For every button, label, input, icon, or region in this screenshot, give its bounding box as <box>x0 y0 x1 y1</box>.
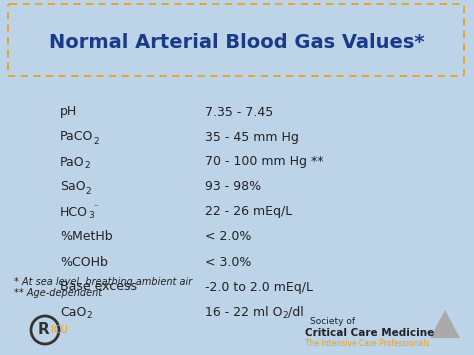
Text: -2.0 to 2.0 mEq/L: -2.0 to 2.0 mEq/L <box>205 280 313 294</box>
Text: pH: pH <box>60 105 77 119</box>
Text: PaCO: PaCO <box>60 131 93 143</box>
Text: 7.35 - 7.45: 7.35 - 7.45 <box>205 105 273 119</box>
Text: PaO: PaO <box>60 155 85 169</box>
Text: * At sea level, breathing ambient air: * At sea level, breathing ambient air <box>14 277 192 287</box>
Text: %MetHb: %MetHb <box>60 230 113 244</box>
Text: 2: 2 <box>86 311 92 321</box>
Text: 2: 2 <box>86 186 91 196</box>
Text: 2: 2 <box>93 137 99 146</box>
Text: CaO: CaO <box>60 306 86 318</box>
Text: Society of: Society of <box>310 317 355 327</box>
Polygon shape <box>430 310 460 338</box>
Text: 16 - 22 ml O: 16 - 22 ml O <box>205 306 283 318</box>
Text: Normal Arterial Blood Gas Values*: Normal Arterial Blood Gas Values* <box>49 33 425 51</box>
Text: 70 - 100 mm Hg **: 70 - 100 mm Hg ** <box>205 155 323 169</box>
Text: 2: 2 <box>85 162 90 170</box>
Text: Critical Care Medicine: Critical Care Medicine <box>305 328 434 338</box>
Text: 2: 2 <box>283 311 288 321</box>
Text: 93 - 98%: 93 - 98% <box>205 180 261 193</box>
Text: 3: 3 <box>88 212 94 220</box>
Text: < 3.0%: < 3.0% <box>205 256 251 268</box>
Text: Base excess: Base excess <box>60 280 137 294</box>
Text: < 2.0%: < 2.0% <box>205 230 251 244</box>
Text: /dl: /dl <box>288 306 304 318</box>
Text: ⁻: ⁻ <box>94 203 99 213</box>
Text: R: R <box>38 322 50 338</box>
Text: ICU: ICU <box>51 325 68 335</box>
Text: %COHb: %COHb <box>60 256 108 268</box>
Text: SaO: SaO <box>60 180 86 193</box>
Text: ** Age-dependent: ** Age-dependent <box>14 288 102 298</box>
Text: The Intensive Care Professionals: The Intensive Care Professionals <box>305 339 429 348</box>
Text: HCO: HCO <box>60 206 88 218</box>
Text: 35 - 45 mm Hg: 35 - 45 mm Hg <box>205 131 299 143</box>
Text: 22 - 26 mEq/L: 22 - 26 mEq/L <box>205 206 292 218</box>
